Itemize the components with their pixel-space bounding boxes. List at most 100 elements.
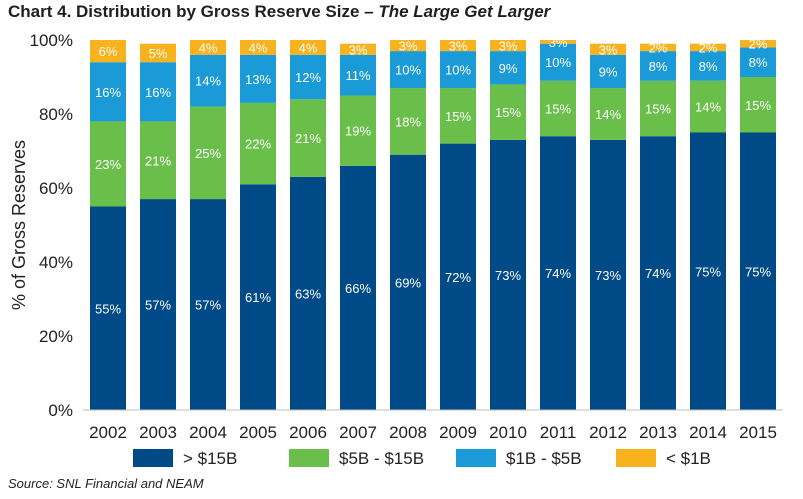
- data-label: 57%: [195, 298, 221, 313]
- data-label: 5%: [149, 46, 168, 61]
- bar-segment: [190, 40, 226, 55]
- bar-segment: [390, 88, 426, 155]
- bar-segment: [90, 40, 126, 63]
- data-label: 14%: [695, 100, 721, 115]
- x-tick-label: 2002: [89, 423, 127, 442]
- bar-segment: [190, 199, 226, 410]
- x-tick-label: 2007: [339, 423, 377, 442]
- bar-segment: [340, 95, 376, 166]
- legend-swatch: [289, 449, 329, 467]
- data-label: 3%: [499, 39, 518, 54]
- data-label: 15%: [445, 109, 471, 124]
- y-tick-label: 40%: [39, 253, 73, 272]
- data-label: 21%: [295, 131, 321, 146]
- bar-segment: [640, 43, 676, 52]
- bar-segment: [690, 80, 726, 133]
- y-tick-label: 100%: [30, 31, 73, 50]
- bar-segment: [190, 106, 226, 200]
- bar-segment: [740, 77, 776, 133]
- bar-segment: [740, 132, 776, 410]
- bar-segment: [390, 51, 426, 89]
- y-tick-label: 60%: [39, 179, 73, 198]
- bar-segment: [90, 121, 126, 207]
- data-label: 15%: [545, 101, 571, 116]
- chart-title: Chart 4. Distribution by Gross Reserve S…: [8, 2, 550, 22]
- bar-segment: [640, 136, 676, 410]
- bar-segment: [240, 54, 276, 103]
- legend-label: $1B - $5B: [506, 449, 582, 468]
- data-label: 4%: [199, 40, 218, 55]
- data-label: 57%: [145, 298, 171, 313]
- bar-segment: [490, 40, 526, 52]
- data-label: 15%: [495, 105, 521, 120]
- bar-segment: [140, 121, 176, 200]
- data-label: 10%: [545, 55, 571, 70]
- x-tick-label: 2006: [289, 423, 327, 442]
- legend-label: < $1B: [666, 449, 711, 468]
- data-label: 19%: [345, 124, 371, 139]
- data-label: 13%: [245, 72, 271, 87]
- bar-segment: [340, 54, 376, 96]
- data-label: 4%: [249, 40, 268, 55]
- bar-segment: [490, 84, 526, 140]
- data-label: 10%: [445, 63, 471, 78]
- x-tick-label: 2014: [689, 423, 727, 442]
- data-label: 14%: [595, 107, 621, 122]
- chart-title-emphasis: The Large Get Larger: [378, 2, 551, 21]
- x-tick-label: 2011: [540, 423, 577, 442]
- data-label: 61%: [245, 290, 271, 305]
- bar-segment: [90, 206, 126, 410]
- data-label: 8%: [699, 59, 718, 74]
- bar-segment: [390, 154, 426, 410]
- bar-segment: [640, 51, 676, 81]
- data-label: 8%: [649, 59, 668, 74]
- data-label: 4%: [299, 40, 318, 55]
- x-tick-label: 2010: [489, 423, 527, 442]
- bar-segment: [590, 54, 626, 89]
- bar-segment: [390, 40, 426, 52]
- bar-segment: [640, 80, 676, 137]
- data-label: 16%: [145, 85, 171, 100]
- data-label: 25%: [195, 146, 221, 161]
- bar-segment: [340, 43, 376, 55]
- data-label: 11%: [345, 68, 370, 83]
- data-label: 55%: [95, 301, 121, 316]
- y-axis-title: % of Gross Reserves: [9, 140, 29, 310]
- data-label: 21%: [145, 153, 171, 168]
- bar-segment: [740, 47, 776, 77]
- bar-segment: [140, 199, 176, 410]
- bar-segment: [590, 88, 626, 140]
- bar-segment: [690, 43, 726, 52]
- data-label: 3%: [399, 39, 418, 54]
- x-tick-label: 2013: [639, 423, 677, 442]
- legend-swatch: [133, 449, 173, 467]
- bar-segment: [290, 176, 326, 410]
- y-tick-label: 0%: [48, 401, 73, 420]
- data-label: 2%: [749, 37, 768, 52]
- data-label: 3%: [599, 42, 618, 57]
- bar-segment: [540, 40, 576, 44]
- bar-segment: [690, 51, 726, 81]
- bar-segment: [240, 184, 276, 410]
- bar-segment: [690, 132, 726, 410]
- bar-segment: [440, 88, 476, 144]
- legend-label: $5B - $15B: [339, 449, 424, 468]
- bar-segment: [540, 80, 576, 137]
- bar-segment: [290, 40, 326, 55]
- data-label: 73%: [495, 268, 521, 283]
- data-label: 74%: [645, 266, 671, 281]
- bar-segment: [240, 102, 276, 185]
- data-label: 14%: [195, 74, 221, 89]
- data-label: 3%: [449, 39, 468, 54]
- legend-swatch: [456, 449, 496, 467]
- data-label: 75%: [745, 264, 771, 279]
- data-label: 8%: [749, 55, 768, 70]
- data-label: 75%: [695, 264, 721, 279]
- data-label: 15%: [645, 101, 671, 116]
- y-tick-label: 20%: [39, 327, 73, 346]
- data-label: 72%: [445, 270, 471, 285]
- x-tick-label: 2005: [239, 423, 277, 442]
- x-tick-label: 2008: [389, 423, 427, 442]
- data-label: 2%: [699, 40, 718, 55]
